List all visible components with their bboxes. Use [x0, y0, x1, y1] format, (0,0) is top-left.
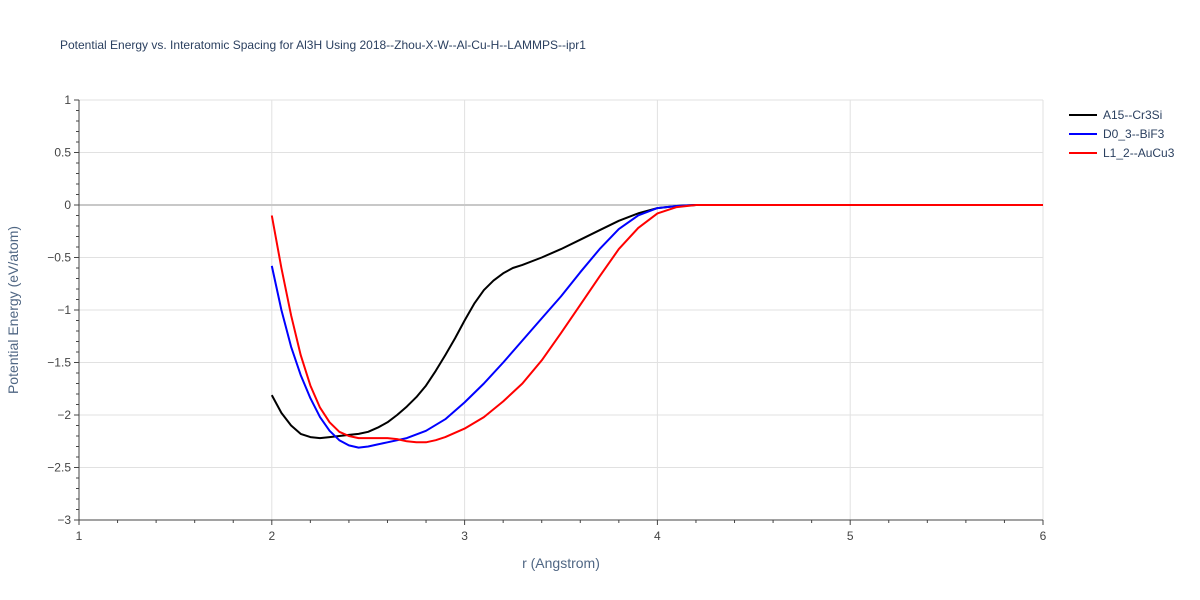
y-tick-label: 0.5 — [54, 146, 71, 160]
y-tick-label: −0.5 — [47, 251, 71, 265]
x-tick-label: 2 — [268, 529, 275, 543]
x-tick-label: 3 — [461, 529, 468, 543]
series-line-l1-2-aucu3 — [270, 204, 1043, 444]
y-tick-label: 0 — [64, 198, 71, 212]
legend-label: A15--Cr3Si — [1103, 108, 1162, 122]
legend-label: D0_3--BiF3 — [1103, 127, 1165, 141]
series-layer — [270, 204, 1043, 449]
chart-title: Potential Energy vs. Interatomic Spacing… — [60, 38, 586, 52]
y-tick-label: −2.5 — [47, 461, 71, 475]
y-axis-title: Potential Energy (eV/atom) — [5, 226, 21, 394]
series-line-d0-3-bif3 — [270, 204, 1043, 449]
x-axis-title: r (Angstrom) — [522, 555, 600, 571]
legend[interactable]: A15--Cr3Si D0_3--BiF3 L1_2--AuCu3 — [1069, 108, 1175, 160]
y-tick-label: −1 — [57, 303, 71, 317]
y-tick-label: −1.5 — [47, 356, 71, 370]
legend-item-a15-cr3si[interactable]: A15--Cr3Si — [1069, 108, 1162, 122]
x-tick-label: 6 — [1040, 529, 1047, 543]
x-tick-label: 1 — [76, 529, 83, 543]
axes: 1 2 3 4 5 6 1 0.5 0 −0.5 −1 −1.5 −2 −2.5 −3 — [47, 93, 1046, 543]
grid-layer — [79, 99, 1044, 520]
y-tick-label: −3 — [57, 513, 71, 527]
y-tick-label: 1 — [64, 93, 71, 107]
x-tick-label: 4 — [654, 529, 661, 543]
legend-label: L1_2--AuCu3 — [1103, 146, 1175, 160]
legend-item-l1-2-aucu3[interactable]: L1_2--AuCu3 — [1069, 146, 1175, 160]
y-tick-label: −2 — [57, 408, 71, 422]
x-tick-label: 5 — [847, 529, 854, 543]
legend-item-d0-3-bif3[interactable]: D0_3--BiF3 — [1069, 127, 1165, 141]
